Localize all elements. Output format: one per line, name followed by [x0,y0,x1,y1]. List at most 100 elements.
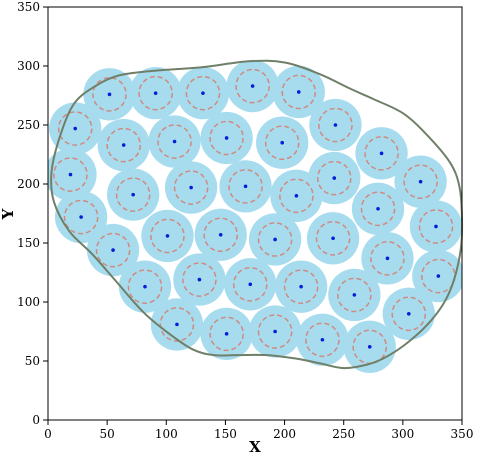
center-point-2 [201,91,205,95]
y-tick-label-0: 0 [32,413,40,427]
x-axis-title: X [249,438,261,456]
plot-frame [47,6,463,421]
center-point-1 [153,91,158,95]
center-point-31 [436,274,441,278]
center-point-11 [379,151,384,156]
dashed-circle-2 [185,75,221,111]
dashed-circle-37 [257,314,293,349]
center-point-38 [320,337,325,342]
center-point-27 [385,256,390,261]
region-boundary [50,59,464,370]
x-tick-label-350: 350 [451,427,474,441]
center-point-layer [68,84,441,349]
center-point-3 [250,84,255,88]
dashed-circle-20 [360,191,396,227]
dashed-circle-10 [318,107,353,143]
center-point-8 [224,136,229,140]
x-tick-label-0: 0 [44,427,52,441]
center-point-0 [107,92,112,97]
dashed-circle-9 [264,125,300,161]
center-point-10 [333,123,338,127]
dashed-circle-16 [279,178,314,214]
dashed-circle-25 [418,209,454,244]
center-point-20 [376,206,380,211]
dashed-circle-36 [209,316,244,352]
dashed-circle-24 [315,220,351,256]
y-tick-label-100: 100 [17,295,40,309]
center-point-21 [165,234,170,238]
center-point-39 [367,345,372,349]
center-point-37 [273,329,277,334]
center-point-7 [172,139,177,144]
dashed-circle-7 [157,124,192,159]
center-point-4 [296,90,301,94]
dashed-circle-35 [159,307,195,342]
center-point-26 [111,248,115,252]
center-point-5 [73,126,78,131]
center-point-17 [332,176,337,180]
dashed-circle-13 [115,177,151,212]
center-point-32 [143,284,147,289]
dashed-circle-26 [95,232,131,268]
dashed-circle-8 [209,120,244,156]
y-tick-label-50: 50 [25,354,40,368]
dashed-circle-21 [150,218,185,254]
y-axis-title: Y [0,208,17,220]
y-tick-label-200: 200 [17,177,40,191]
dashed-circle-33 [337,277,372,313]
y-axis: 0 50 100 150 200 250 300 350 [17,0,48,427]
x-tick-label-250: 250 [332,427,355,441]
dashed-circle-15 [228,169,263,204]
dashed-circle-32 [127,269,163,304]
dashed-circle-11 [364,136,399,171]
dashed-circle-5 [57,111,93,146]
center-point-12 [68,172,73,177]
dashed-circle-14 [173,170,209,205]
dashed-circle-30 [283,269,319,304]
center-point-28 [197,277,202,282]
center-point-6 [121,143,126,147]
center-point-14 [189,185,193,190]
center-point-36 [224,332,229,336]
dashed-circle-12 [53,157,88,192]
coverage-fill-layer [48,59,462,374]
center-point-24 [331,236,335,241]
dashed-circle-38 [305,322,340,358]
center-point-13 [131,192,135,197]
x-axis: 0 50 100 150 200 250 300 350 [44,420,473,441]
dashed-circle-23 [257,222,293,257]
dashed-circle-4 [281,74,317,110]
dashed-circle-27 [370,241,405,276]
dashed-circle-3 [235,68,270,104]
center-point-19 [79,215,83,219]
dashed-circle-layer [53,68,456,365]
dashed-circle-29 [232,266,268,302]
x-tick-label-50: 50 [100,427,115,441]
center-point-9 [280,140,285,145]
center-point-18 [418,179,423,184]
x-tick-label-100: 100 [155,427,178,441]
dashed-circle-18 [403,164,438,199]
dashed-circle-19 [63,199,99,235]
center-point-23 [273,237,277,242]
dashed-circle-17 [316,160,352,196]
dashed-circle-28 [182,262,217,297]
center-point-25 [434,224,438,229]
center-point-16 [294,194,299,198]
dashed-circle-34 [391,296,427,332]
dashed-circle-1 [138,75,173,111]
dashed-circle-22 [203,217,239,253]
y-tick-label-300: 300 [17,59,40,73]
center-point-35 [175,322,179,327]
dashed-circle-6 [106,127,142,163]
center-point-33 [352,293,357,297]
center-point-15 [243,184,248,189]
center-point-30 [299,284,303,289]
x-tick-label-200: 200 [273,427,296,441]
x-tick-label-300: 300 [391,427,414,441]
center-point-29 [248,282,253,287]
center-point-34 [406,312,411,316]
y-tick-label-150: 150 [17,236,40,250]
center-point-22 [218,232,223,237]
